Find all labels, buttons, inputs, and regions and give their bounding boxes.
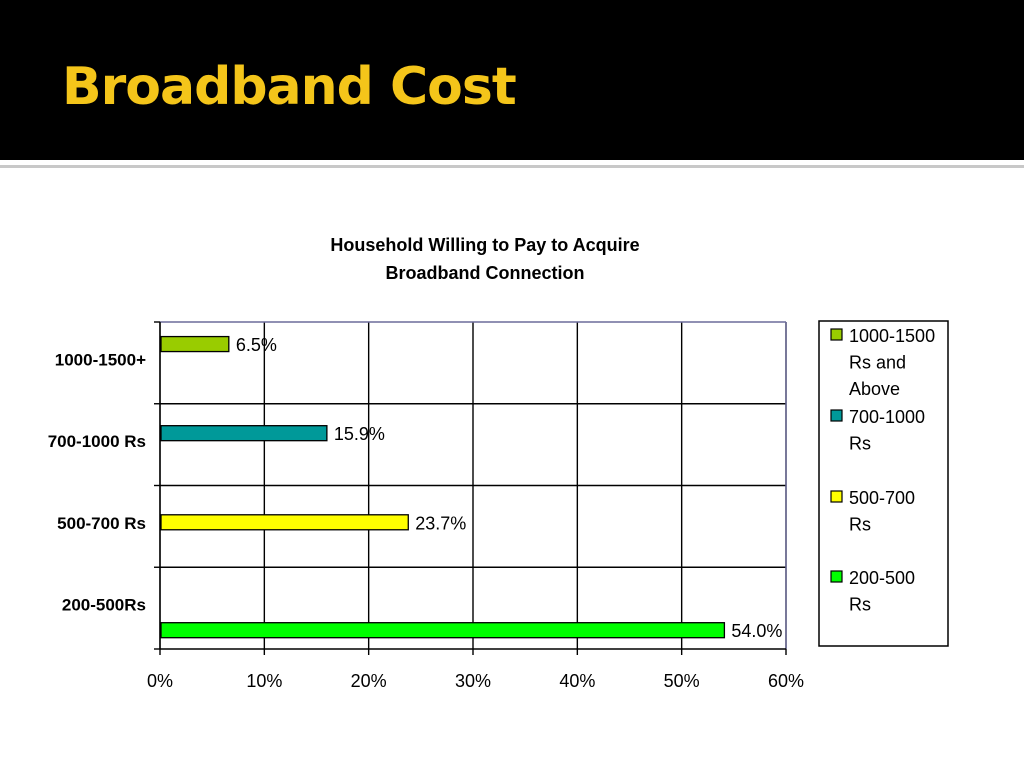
chart-title-line-0: Household Willing to Pay to Acquire <box>330 235 639 255</box>
legend-label-1: Rs <box>849 434 871 454</box>
category-label-1: 700-1000 Rs <box>48 432 146 451</box>
legend-label-0: Rs and <box>849 353 906 373</box>
bar-1 <box>160 425 328 442</box>
legend-box <box>818 320 949 647</box>
data-label-3: 54.0% <box>731 621 782 641</box>
header-divider <box>0 165 1024 168</box>
x-tick-label: 40% <box>559 671 595 691</box>
category-label-2: 500-700 Rs <box>57 514 146 533</box>
x-tick-label: 10% <box>246 671 282 691</box>
category-label-0: 1000-1500+ <box>55 350 146 369</box>
data-label-2: 23.7% <box>415 513 466 533</box>
legend-label-2: Rs <box>849 515 871 535</box>
legend-label-3: Rs <box>849 595 871 615</box>
x-tick-label: 50% <box>664 671 700 691</box>
x-tick-label: 30% <box>455 671 491 691</box>
x-tick-label: 20% <box>351 671 387 691</box>
legend-swatch-1 <box>830 409 843 422</box>
legend-label-3: 200-500 <box>849 568 915 588</box>
bar-0 <box>160 335 230 353</box>
slide-header: Broadband Cost <box>0 0 1024 160</box>
category-label-3: 200-500Rs <box>62 596 146 615</box>
bar-2 <box>160 514 409 531</box>
legend-swatch-2 <box>830 490 843 503</box>
chart-title-line-1: Broadband Connection <box>386 263 585 283</box>
data-label-0: 6.5% <box>236 335 277 355</box>
legend-label-0: 1000-1500 <box>849 326 935 346</box>
bar-3 <box>160 622 726 639</box>
x-tick-label: 0% <box>147 671 173 691</box>
legend-swatch-3 <box>830 570 843 583</box>
x-tick-label: 60% <box>768 671 804 691</box>
legend-label-0: Above <box>849 379 900 399</box>
legend-label-2: 500-700 <box>849 488 915 508</box>
legend-swatch-0 <box>830 328 843 341</box>
data-label-1: 15.9% <box>334 424 385 444</box>
legend-label-1: 700-1000 <box>849 407 925 427</box>
slide-title: Broadband Cost <box>62 57 517 117</box>
